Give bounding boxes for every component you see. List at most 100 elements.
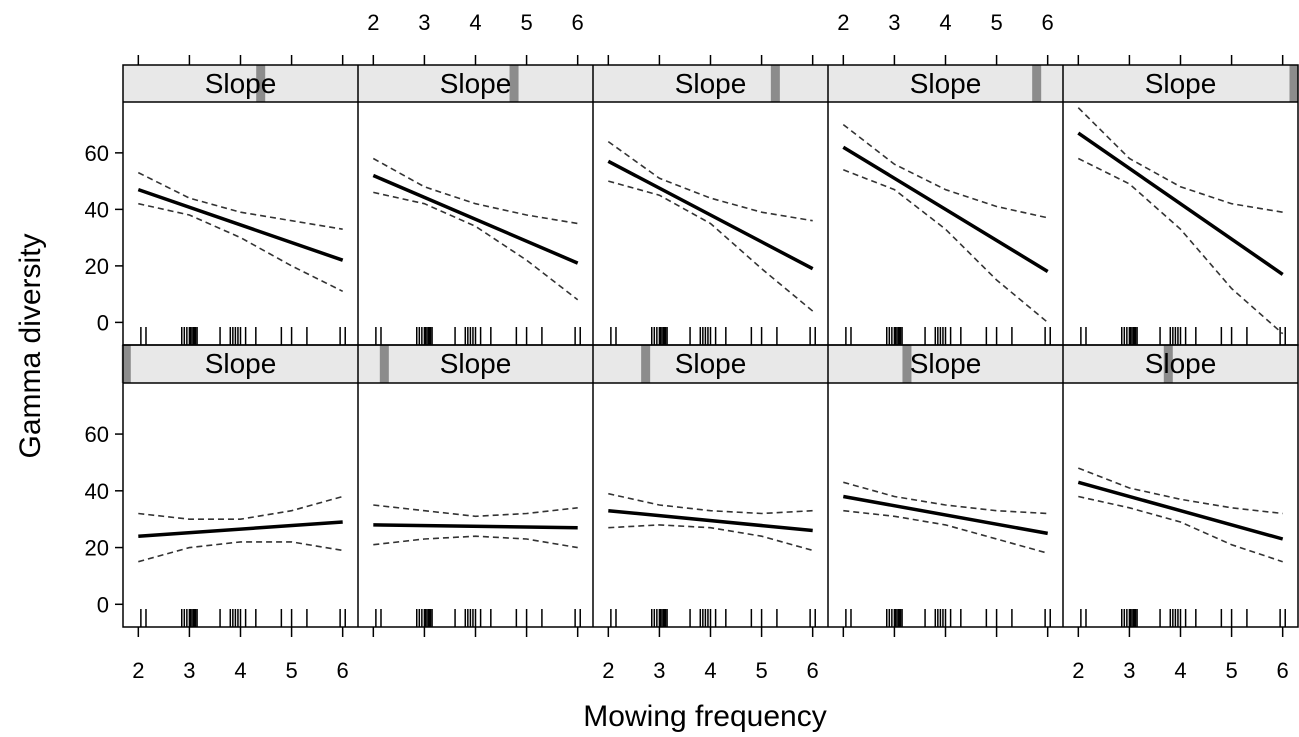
ci-upper-line [138,495,343,521]
x-tick-label-bottom: 5 [755,658,767,683]
fit-line [138,520,343,538]
strip-background [828,65,1063,102]
strip-level-marker [509,65,519,102]
x-tick-label-top: 3 [418,10,430,35]
x-tick-label-bottom: 6 [337,658,349,683]
fit-line [137,187,344,262]
x-tick-label-bottom: 3 [1123,658,1135,683]
x-tick-label-bottom: 6 [1277,658,1289,683]
strip-level-marker [1163,345,1173,383]
panel-9: Slope [828,345,1063,627]
ci-lower-line [138,541,343,563]
x-tick-label-top: 6 [1042,10,1054,35]
strip-level-marker [770,65,780,102]
x-tick-label-top: 4 [939,10,951,35]
fit-line [842,494,1049,536]
ci-upper-line [842,123,1048,219]
x-tick-label-bottom: 6 [807,658,819,683]
x-tick-label-top: 2 [367,10,379,35]
y-axis-title: Gamma diversity [14,233,47,458]
ci-lower-line [1077,157,1284,335]
strip-level-marker [1032,65,1042,102]
ci-upper-line [607,140,813,222]
strip-label: Slope [910,348,982,379]
strip-label: Slope [675,348,747,379]
strip-background [123,65,358,102]
x-tick-label-bottom: 2 [602,658,614,683]
strip-background [123,345,358,383]
ci-lower-line [843,169,1049,324]
y-tick-label: 40 [85,479,109,504]
strip-background [358,345,593,383]
strip-level-marker [641,345,651,383]
y-tick-label: 60 [85,141,109,166]
y-tick-label: 0 [97,592,109,617]
fit-line [1077,480,1284,541]
panel-4: Slope [828,65,1063,345]
panel-5: Slope [1063,65,1299,345]
x-tick-label-bottom: 5 [1225,658,1237,683]
strip-background [1063,65,1298,102]
panel-7: Slope [358,345,593,627]
y-tick-label: 40 [85,197,109,222]
fit-line [1077,131,1284,276]
ci-upper-line [373,504,578,518]
x-tick-label-bottom: 4 [704,658,716,683]
strip-label: Slope [1145,348,1217,379]
strip-label: Slope [205,348,277,379]
row-frame [122,64,1299,346]
fit-line [607,159,814,271]
panel-8: Slope [593,345,828,627]
strip-background [593,345,828,383]
y-tick-label: 60 [85,422,109,447]
fit-line [842,145,1049,273]
y-tick-label: 0 [97,310,109,335]
panel-1: Slope [123,65,358,345]
x-axis-title: Mowing frequency [583,700,826,732]
strip-level-marker [379,345,389,383]
strip-level-marker [1289,65,1299,102]
row-frame [122,344,1299,628]
x-tick-label-bottom: 5 [285,658,297,683]
strip-label: Slope [440,348,512,379]
strip-label: Slope [1145,68,1217,99]
strip-level-marker [256,65,266,102]
x-tick-label-bottom: 2 [132,658,144,683]
x-tick-label-top: 6 [572,10,584,35]
ci-lower-line [1078,495,1283,563]
fit-line [372,173,579,265]
panel-6: Slope [121,345,358,627]
y-tick-label: 20 [85,254,109,279]
ci-upper-line [1077,107,1283,213]
ci-upper-line [372,157,578,225]
x-tick-label-bottom: 3 [183,658,195,683]
strip-label: Slope [675,68,747,99]
ci-lower-line [373,535,578,549]
ci-lower-line [608,524,813,552]
fit-line [608,508,813,533]
ci-upper-line [608,492,813,515]
panel-2: Slope [358,65,593,345]
x-tick-label-top: 5 [990,10,1002,35]
x-tick-label-bottom: 4 [1174,658,1186,683]
x-tick-label-bottom: 3 [653,658,665,683]
fit-line [373,523,578,530]
strip-label: Slope [440,68,512,99]
ci-lower-line [843,509,1048,554]
panel-3: Slope [593,65,828,345]
strip-label: Slope [205,68,277,99]
ci-lower-line [138,202,344,293]
strip-background [358,65,593,102]
x-tick-label-bottom: 4 [234,658,246,683]
strip-level-marker [121,345,131,383]
strip-background [593,65,828,102]
ci-lower-line [373,191,579,301]
y-tick-label: 20 [85,536,109,561]
ci-lower-line [608,180,814,312]
x-tick-label-bottom: 2 [1072,658,1084,683]
x-tick-label-top: 3 [888,10,900,35]
ci-upper-line [843,481,1048,515]
strip-label: Slope [910,68,982,99]
